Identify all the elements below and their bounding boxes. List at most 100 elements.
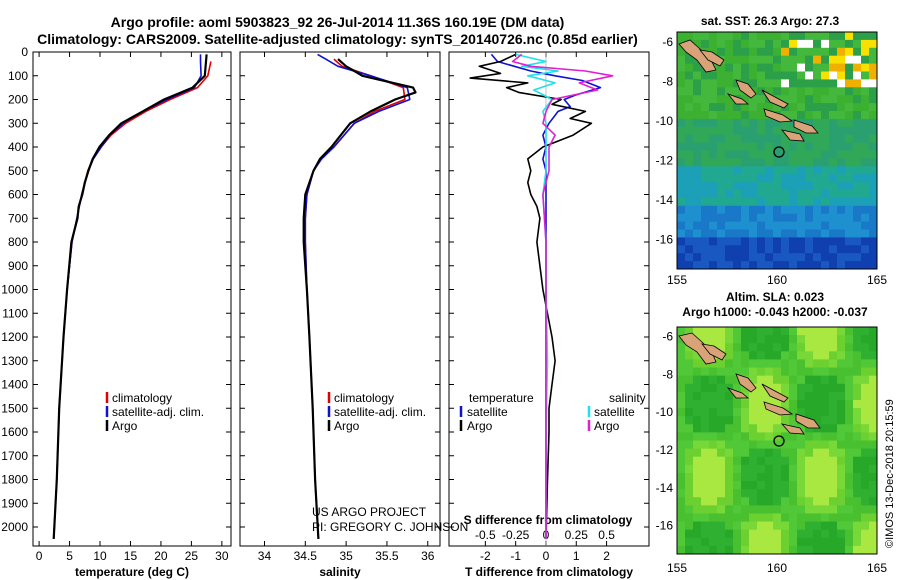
sst-cell (805, 221, 814, 231)
sst-cell (733, 245, 742, 254)
sst-cell (765, 79, 774, 88)
sst-cell (717, 237, 726, 246)
sla-cell (829, 424, 838, 433)
sst-cell (693, 87, 702, 96)
sla-cell (837, 383, 846, 393)
sst-cell (813, 47, 822, 57)
sst-cell (757, 142, 766, 152)
sst-cell (869, 237, 877, 246)
sst-cell (741, 197, 750, 207)
sla-cell (693, 505, 702, 515)
sla-cell (845, 432, 854, 442)
sla-cell (781, 448, 790, 458)
sla-cell (797, 408, 806, 417)
sla-cell (677, 359, 686, 369)
legend-label: satellite-adj. clim. (334, 405, 426, 419)
sst-cell (749, 79, 758, 88)
sla-cell (693, 464, 702, 474)
depth-tick-label: 1800 (1, 473, 28, 487)
sla-cell (725, 408, 734, 417)
sst-cell (837, 190, 846, 199)
sla-cell (733, 432, 742, 442)
sst-cell (821, 111, 830, 120)
sla-cell (749, 456, 758, 466)
sst-cell (853, 253, 862, 262)
sla-cell (773, 440, 782, 450)
sst-cell (861, 47, 870, 57)
profile-series-group (302, 53, 417, 539)
sla-cell (709, 529, 718, 539)
depth-tick-label: 100 (8, 69, 28, 83)
sst-cell (709, 158, 718, 167)
sla-cell (845, 513, 854, 523)
sst-cell (813, 126, 822, 136)
sla-cell (765, 529, 774, 539)
sla-cell (829, 545, 838, 554)
sla-cell (773, 489, 782, 498)
sst-cell (757, 111, 766, 120)
sla-cell (677, 505, 686, 515)
sst-cell (805, 142, 814, 152)
sst-cell (757, 47, 766, 57)
map-lon-tick-label: 160 (767, 273, 787, 287)
sst-cell (853, 47, 862, 57)
sst-cell (845, 79, 854, 88)
sst-cell (709, 205, 718, 215)
sla-cell (685, 367, 694, 377)
sst-cell (781, 261, 790, 269)
sla-cell (677, 448, 686, 458)
sst-cell (789, 190, 798, 199)
sla-cell (829, 440, 838, 450)
sst-cell (717, 118, 726, 128)
sla-cell (709, 416, 718, 425)
sst-cell (709, 166, 718, 175)
sst-cell (717, 158, 726, 167)
sst-cell (757, 63, 766, 73)
sla-cell (725, 497, 734, 506)
profile-series-group (52, 54, 212, 539)
sst-cell (869, 174, 877, 183)
sst-cell (821, 229, 830, 238)
sst-cell (725, 174, 734, 183)
sla-cell (701, 335, 710, 344)
sst-cell (805, 55, 814, 65)
sla-cell (797, 529, 806, 539)
sla-cell (757, 367, 766, 377)
sla-cell (861, 481, 870, 490)
sst-cell (813, 39, 822, 49)
sla-cell (693, 424, 702, 433)
sla-cell (837, 472, 846, 482)
profile-line-climatology (304, 58, 406, 539)
sst-cell (773, 71, 782, 80)
sla-cell (829, 472, 838, 482)
map-lat-tick-label: -16 (656, 519, 674, 533)
sla-cell (677, 432, 686, 442)
sla-cell (861, 343, 870, 352)
sla-cell (861, 537, 870, 547)
sst-cell (685, 134, 694, 144)
sst-cell (805, 71, 814, 80)
sst-cell (709, 118, 718, 128)
sst-cell (701, 134, 710, 144)
sla-cell (685, 383, 694, 393)
sla-cell (757, 448, 766, 458)
sst-cell (693, 118, 702, 128)
sst-cell (741, 174, 750, 183)
sla-cell (765, 327, 774, 336)
sst-cell (741, 166, 750, 175)
map-lat-tick-label: -12 (656, 153, 674, 167)
sst-cell (765, 126, 774, 136)
sst-cell (717, 134, 726, 144)
x-tick-label: -1 (510, 549, 521, 563)
sst-cell (853, 190, 862, 199)
sla-cell (701, 489, 710, 498)
sst-cell (717, 95, 726, 104)
x-axis-label: T difference from climatology (465, 565, 633, 579)
sst-cell (837, 150, 846, 159)
sla-cell (717, 359, 726, 369)
depth-tick-label: 1100 (2, 306, 28, 320)
sst-cell (789, 237, 798, 246)
sla-cell (701, 529, 710, 539)
sst-cell (813, 111, 822, 120)
